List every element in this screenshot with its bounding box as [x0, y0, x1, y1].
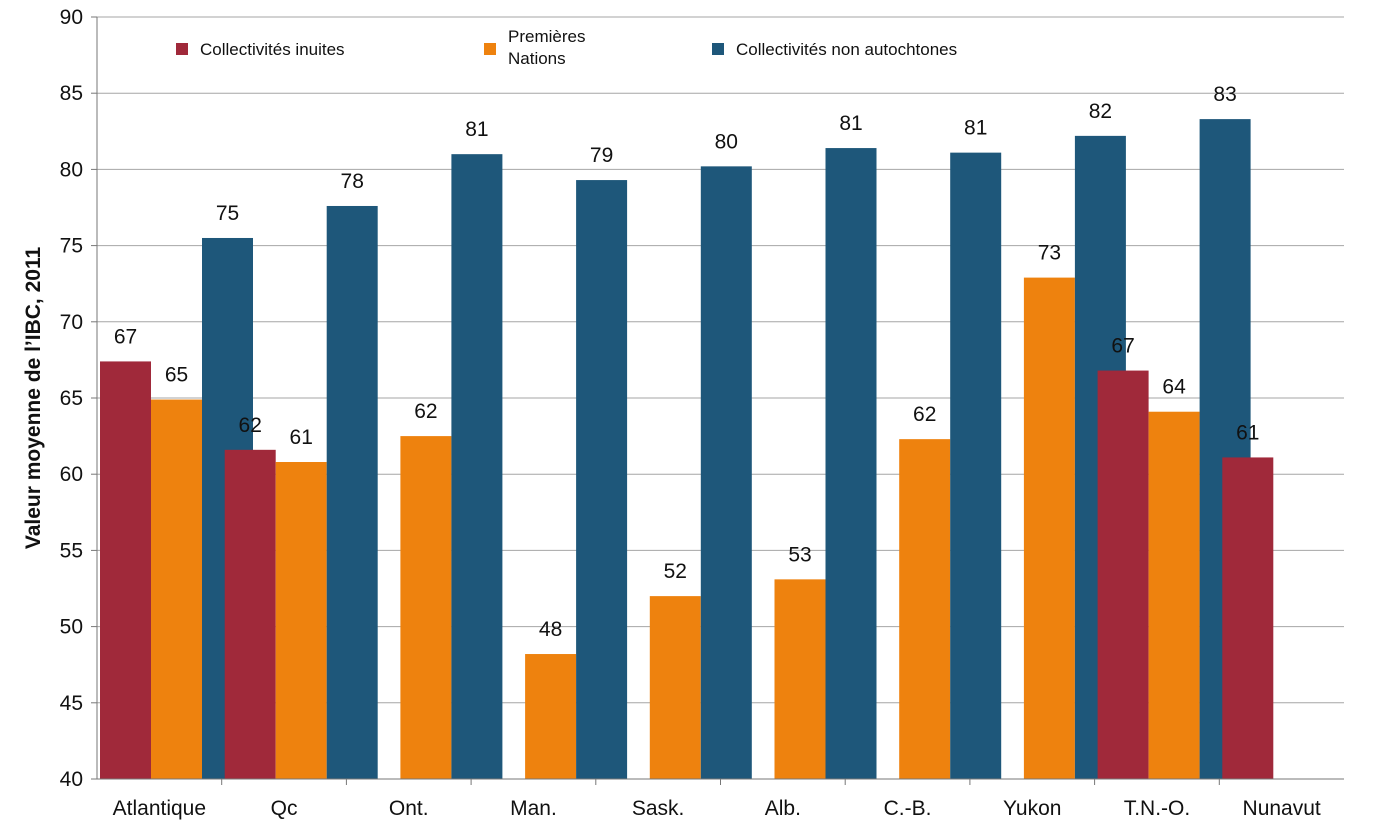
x-axis-ticks: Atlantique Qc Ont. Man. Sask. Alb. C.-B. Yukon T…: [113, 779, 1321, 820]
y-tick-label: 60: [60, 463, 83, 486]
data-label: 53: [788, 543, 811, 566]
legend-swatch: [484, 43, 496, 55]
data-label: 78: [341, 170, 364, 193]
y-tick-label: 80: [60, 158, 83, 181]
y-tick-label: 75: [60, 235, 83, 258]
y-axis-ticks: 40 45 50 55 60 65 70 75 80 85 90: [60, 6, 83, 791]
x-tick-label: Man.: [510, 797, 557, 820]
data-label: 81: [465, 118, 488, 141]
x-tick-label: C.-B.: [884, 797, 932, 820]
x-tick-label: Sask.: [632, 797, 685, 820]
y-tick-label: 85: [60, 82, 83, 105]
data-label: 75: [216, 202, 239, 225]
x-tick-label: Atlantique: [113, 797, 206, 820]
y-tick-label: 45: [60, 692, 83, 715]
data-label: 61: [290, 426, 313, 449]
bar: [224, 449, 276, 779]
x-tick-label: Nunavut: [1243, 797, 1321, 820]
data-label: 81: [839, 112, 862, 135]
data-label: 48: [539, 618, 562, 641]
bar: [1023, 277, 1075, 779]
y-tick-label: 70: [60, 311, 83, 334]
x-tick-label: Yukon: [1003, 797, 1061, 820]
bar: [525, 654, 577, 779]
data-label: 62: [239, 414, 262, 437]
bar: [275, 462, 327, 779]
data-label: 64: [1162, 376, 1186, 399]
data-label: 67: [114, 325, 137, 348]
legend-swatch: [712, 43, 724, 55]
x-tick-label: Qc: [271, 797, 298, 820]
bar: [1148, 411, 1200, 779]
y-axis-label: Valeur moyenne de l’IBC, 2011: [22, 247, 45, 550]
data-label: 81: [964, 117, 987, 140]
bar: [151, 399, 202, 779]
data-label: 83: [1213, 83, 1236, 106]
bar: [100, 361, 151, 779]
data-label: 80: [715, 130, 738, 153]
x-tick-label: Alb.: [765, 797, 801, 820]
bar: [1222, 457, 1274, 779]
y-tick-label: 50: [60, 616, 83, 639]
bar: [774, 579, 826, 779]
legend-label: Collectivités non autochtones: [736, 40, 957, 59]
bar: [825, 148, 877, 780]
y-tick-label: 90: [60, 6, 83, 29]
data-label: 67: [1111, 335, 1134, 358]
y-tick-label: 40: [60, 768, 83, 791]
legend-swatch: [176, 43, 188, 55]
bar: [1097, 370, 1149, 779]
data-label: 82: [1089, 100, 1112, 123]
data-label: 52: [664, 560, 687, 583]
data-label: 73: [1038, 242, 1061, 265]
axes: [96, 17, 1344, 780]
legend-label: Premières Nations: [508, 27, 585, 68]
x-tick-label: Ont.: [389, 797, 429, 820]
bar: [950, 152, 1002, 780]
bars: 67 65 75 62 61 78 62 81 48 79 52 80 53 81 62 81 73 82 67 64…: [100, 83, 1274, 780]
data-label: 61: [1236, 421, 1259, 444]
legend: Collectivités inuites Premières Nations Col…: [176, 27, 957, 68]
bar: [451, 154, 503, 779]
legend-label: Collectivités inuites: [200, 40, 345, 59]
y-tick-label: 55: [60, 539, 83, 562]
data-label: 79: [590, 144, 613, 167]
bar: [576, 180, 628, 779]
data-label: 62: [414, 400, 437, 423]
bar: [649, 596, 701, 779]
data-label: 62: [913, 403, 936, 426]
bar: [700, 166, 752, 780]
bar: [400, 436, 452, 779]
data-label: 65: [165, 364, 188, 387]
bar: [326, 205, 378, 779]
y-tick-label: 65: [60, 387, 83, 410]
bar: [899, 439, 951, 779]
x-tick-label: T.N.-O.: [1124, 797, 1191, 820]
